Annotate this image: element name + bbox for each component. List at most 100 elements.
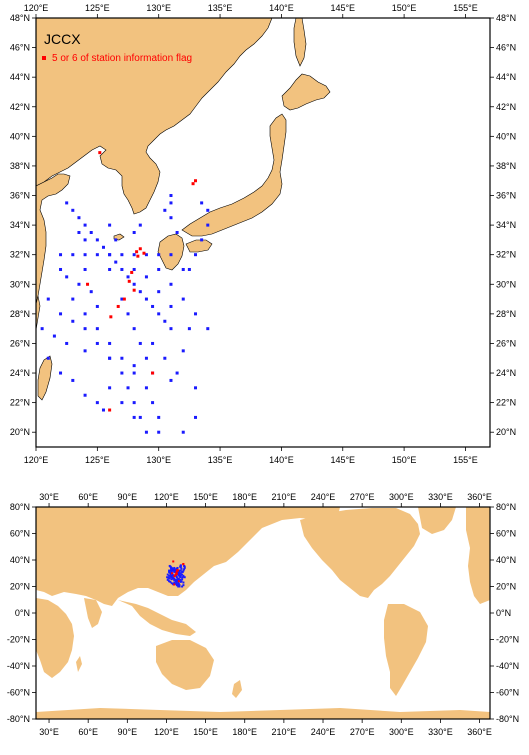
station-point [169, 304, 173, 308]
station-point [89, 231, 93, 234]
station-point [77, 282, 81, 286]
station-point [169, 378, 173, 382]
x-tick-label-top: 155°E [453, 3, 478, 13]
regional-land [35, 17, 331, 401]
station-point [151, 401, 155, 405]
flagged-station-point [136, 254, 140, 258]
global-station-point [182, 574, 185, 577]
global-station-point [170, 569, 173, 572]
land-greenland [418, 507, 456, 534]
global-station-point [178, 584, 181, 587]
y-tick-label-right: 40°N [496, 131, 516, 141]
global-station-point [177, 581, 180, 584]
global-station-point [178, 585, 181, 588]
station-point [181, 430, 185, 434]
gy-tick-label-right: -80°N [496, 714, 519, 724]
y-tick-label-right: 28°N [496, 309, 516, 319]
station-point [120, 401, 124, 405]
global-station-point [169, 573, 172, 576]
station-point [59, 312, 63, 316]
y-tick-label-left: 42°N [10, 102, 30, 112]
global-station-point [173, 577, 176, 580]
x-tick-label-top: 120°E [24, 3, 49, 13]
station-point [132, 364, 136, 368]
gy-tick-label-left: -20°N [7, 635, 30, 645]
station-point [83, 267, 87, 271]
y-tick-label-right: 36°N [496, 191, 516, 201]
global-station-point [168, 577, 171, 580]
global-station-point [169, 580, 172, 583]
station-point [95, 304, 99, 308]
gy-tick-label-right: 0°N [496, 608, 511, 618]
global-station-point [170, 578, 173, 581]
x-tick-label-bottom: 150°E [392, 455, 417, 465]
station-point [65, 341, 69, 345]
global-station-point [177, 577, 180, 580]
station-point [83, 238, 87, 242]
global-station-point [182, 569, 185, 572]
gy-tick-label-right: -40°N [496, 661, 519, 671]
global-station-point [169, 575, 172, 578]
global-station-point [176, 577, 179, 580]
station-point [169, 216, 173, 220]
station-point [77, 216, 81, 220]
land-shikoku [185, 239, 213, 253]
flagged-station-point [135, 250, 139, 254]
station-point [65, 275, 69, 279]
global-station-point [173, 581, 176, 584]
station-point [194, 312, 198, 316]
y-tick-label-left: 34°N [10, 220, 30, 230]
station-point [163, 319, 167, 323]
global-station-point [168, 569, 171, 572]
station-point [151, 304, 155, 308]
global-station-point [173, 568, 176, 571]
station-point [83, 223, 87, 227]
land-south-america [384, 604, 428, 696]
station-point [200, 201, 204, 205]
station-point [52, 334, 56, 338]
land-madagascar [76, 656, 82, 672]
global-station-point [174, 580, 177, 583]
global-station-point [171, 569, 174, 572]
station-point [138, 415, 142, 419]
land-north-america [300, 508, 420, 598]
gy-tick-label-right: -20°N [496, 635, 519, 645]
global-station-point [181, 576, 184, 579]
gy-tick-label-left: 20°N [10, 582, 30, 592]
global-station-point [170, 576, 173, 579]
land-antarctica [36, 708, 490, 719]
legend-label: 5 or 6 of station information flag [52, 53, 192, 64]
x-tick-label-top: 150°E [392, 3, 417, 13]
station-point [71, 208, 75, 212]
station-point [108, 253, 112, 257]
gx-tick-label-top: 60°E [78, 492, 98, 502]
station-point [77, 231, 81, 234]
station-point [206, 327, 210, 331]
y-tick-label-right: 24°N [496, 368, 516, 378]
global-station-point [177, 571, 180, 574]
station-point [83, 312, 87, 316]
station-point [157, 430, 161, 434]
station-point [71, 253, 75, 257]
station-point [132, 371, 136, 375]
flagged-station-point [138, 247, 142, 251]
land-australia [156, 640, 214, 690]
flagged-station-point [116, 304, 120, 308]
flagged-station-point [98, 151, 102, 155]
global-station-points [166, 560, 186, 588]
station-point [114, 238, 118, 242]
station-point [169, 253, 173, 257]
station-point [83, 393, 87, 397]
y-tick-label-left: 28°N [10, 309, 30, 319]
station-point [126, 275, 130, 279]
global-flagged-point [176, 569, 179, 572]
gx-tick-label-bottom: 30°E [39, 727, 59, 737]
station-point [132, 282, 136, 286]
global-station-point [170, 570, 173, 573]
global-station-point [178, 570, 181, 573]
station-point [95, 341, 99, 345]
global-station-point [175, 584, 178, 587]
station-point [163, 356, 167, 360]
station-point [206, 208, 210, 212]
station-point [83, 349, 87, 353]
